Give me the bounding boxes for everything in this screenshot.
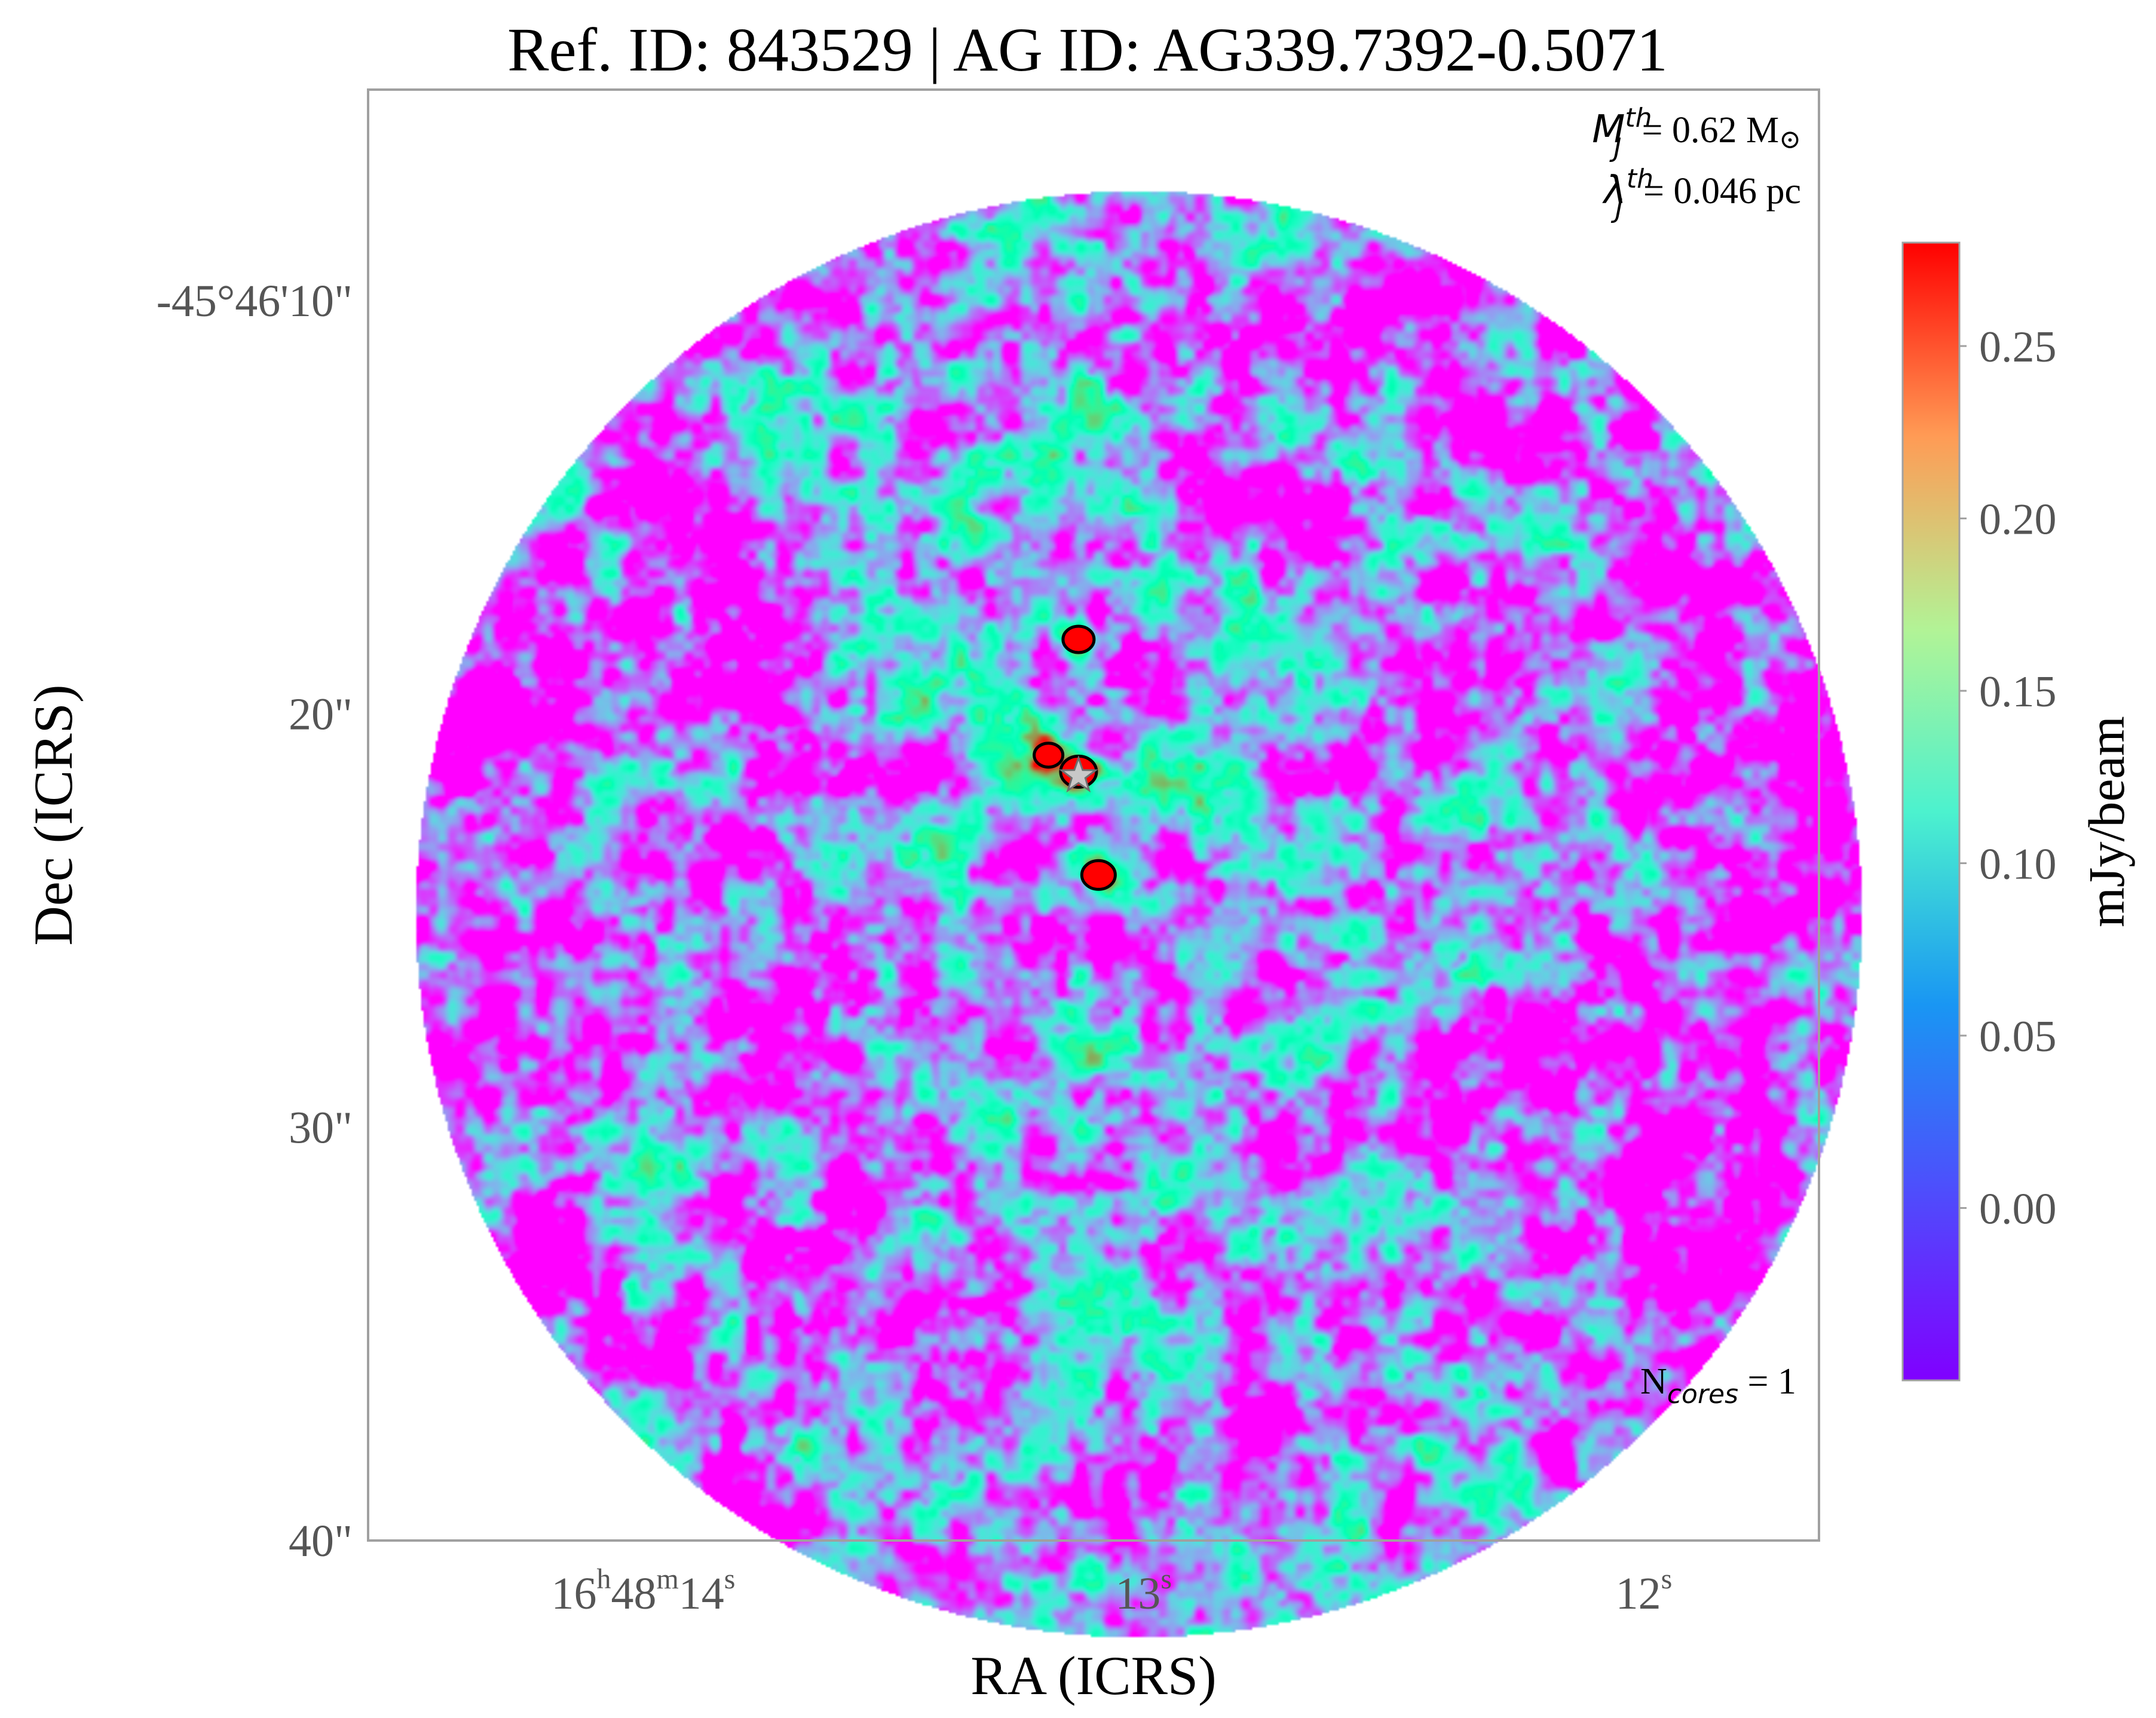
- x-axis-label: RA (ICRS): [970, 1645, 1217, 1706]
- plot-frame: [367, 88, 1820, 1542]
- x-tick-number: 16: [551, 1569, 596, 1619]
- star-marker-shape: [1059, 755, 1098, 793]
- x-tick-labels: 16h48m14s 13s 12s: [551, 1563, 1672, 1619]
- x-tick-unit: s: [1160, 1563, 1172, 1595]
- mass-superscript: th: [1625, 103, 1652, 133]
- ncores-symbol: N: [1640, 1361, 1667, 1402]
- x-tick-unit: s: [1661, 1563, 1673, 1595]
- colorbar-tick-label: 0.25: [1979, 323, 2057, 372]
- x-tick-unit: m: [656, 1563, 678, 1595]
- y-axis-label: Dec (ICRS): [23, 685, 84, 946]
- colorbar-tick-label: 0.00: [1979, 1185, 2057, 1234]
- x-tick-unit: s: [724, 1563, 736, 1595]
- x-tick-number: 12: [1616, 1569, 1661, 1619]
- mass-symbol: M: [1592, 108, 1625, 152]
- jeans-length-annotation: λth J = 0.046 pc: [1602, 164, 1801, 224]
- x-tick-label: 16h48m14s: [551, 1563, 735, 1619]
- colorbar-tick-label: 0.20: [1979, 495, 2057, 544]
- colorbar-ticks: 0.00 0.05 0.10 0.15 0.20 0.25: [1959, 323, 2057, 1234]
- core-contour: [1061, 624, 1096, 654]
- emission-map: [368, 143, 1910, 1685]
- length-value: = 0.046 pc: [1643, 171, 1801, 212]
- y-tick-labels: -45°46'10" 20" 30" 40": [157, 276, 353, 1566]
- x-tick-label: 12s: [1616, 1563, 1673, 1619]
- star-marker: [1059, 755, 1098, 793]
- colorbar-label: mJy/beam: [2078, 716, 2135, 927]
- y-tick-label: 20": [289, 690, 353, 740]
- x-tick-unit: h: [596, 1563, 611, 1595]
- y-tick-label: 40": [289, 1516, 353, 1566]
- core-contour: [1080, 859, 1117, 891]
- y-tick-label: -45°46'10": [157, 276, 353, 326]
- length-superscript: th: [1627, 164, 1653, 194]
- x-tick-number: 48: [611, 1569, 656, 1619]
- y-tick-label: 30": [289, 1103, 353, 1153]
- colorbar: [1901, 241, 1961, 1382]
- ncores-subscript: cores: [1667, 1379, 1738, 1410]
- length-symbol: λ: [1602, 169, 1627, 213]
- x-tick-number: 14: [679, 1569, 724, 1619]
- core-contour: [1033, 742, 1065, 769]
- emission-map-image: [368, 143, 1910, 1685]
- mass-value: = 0.62 M: [1642, 110, 1780, 151]
- core-contours: [1033, 624, 1117, 891]
- ncores-value: = 1: [1738, 1361, 1796, 1402]
- chart-title: Ref. ID: 843529 | AG ID: AG339.7392-0.50…: [507, 16, 1668, 84]
- solar-mass-symbol: ⊙: [1779, 125, 1801, 154]
- colorbar-tick-label: 0.15: [1979, 667, 2057, 716]
- colorbar-tick-label: 0.10: [1979, 840, 2057, 889]
- x-tick-number: 13: [1115, 1569, 1160, 1619]
- x-tick-label: 13s: [1115, 1563, 1172, 1619]
- ncores-annotation: Ncores = 1: [1640, 1361, 1796, 1410]
- colorbar-tick-label: 0.05: [1979, 1012, 2057, 1061]
